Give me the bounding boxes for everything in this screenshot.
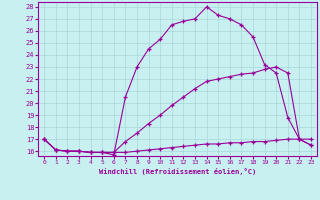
X-axis label: Windchill (Refroidissement éolien,°C): Windchill (Refroidissement éolien,°C) <box>99 168 256 175</box>
